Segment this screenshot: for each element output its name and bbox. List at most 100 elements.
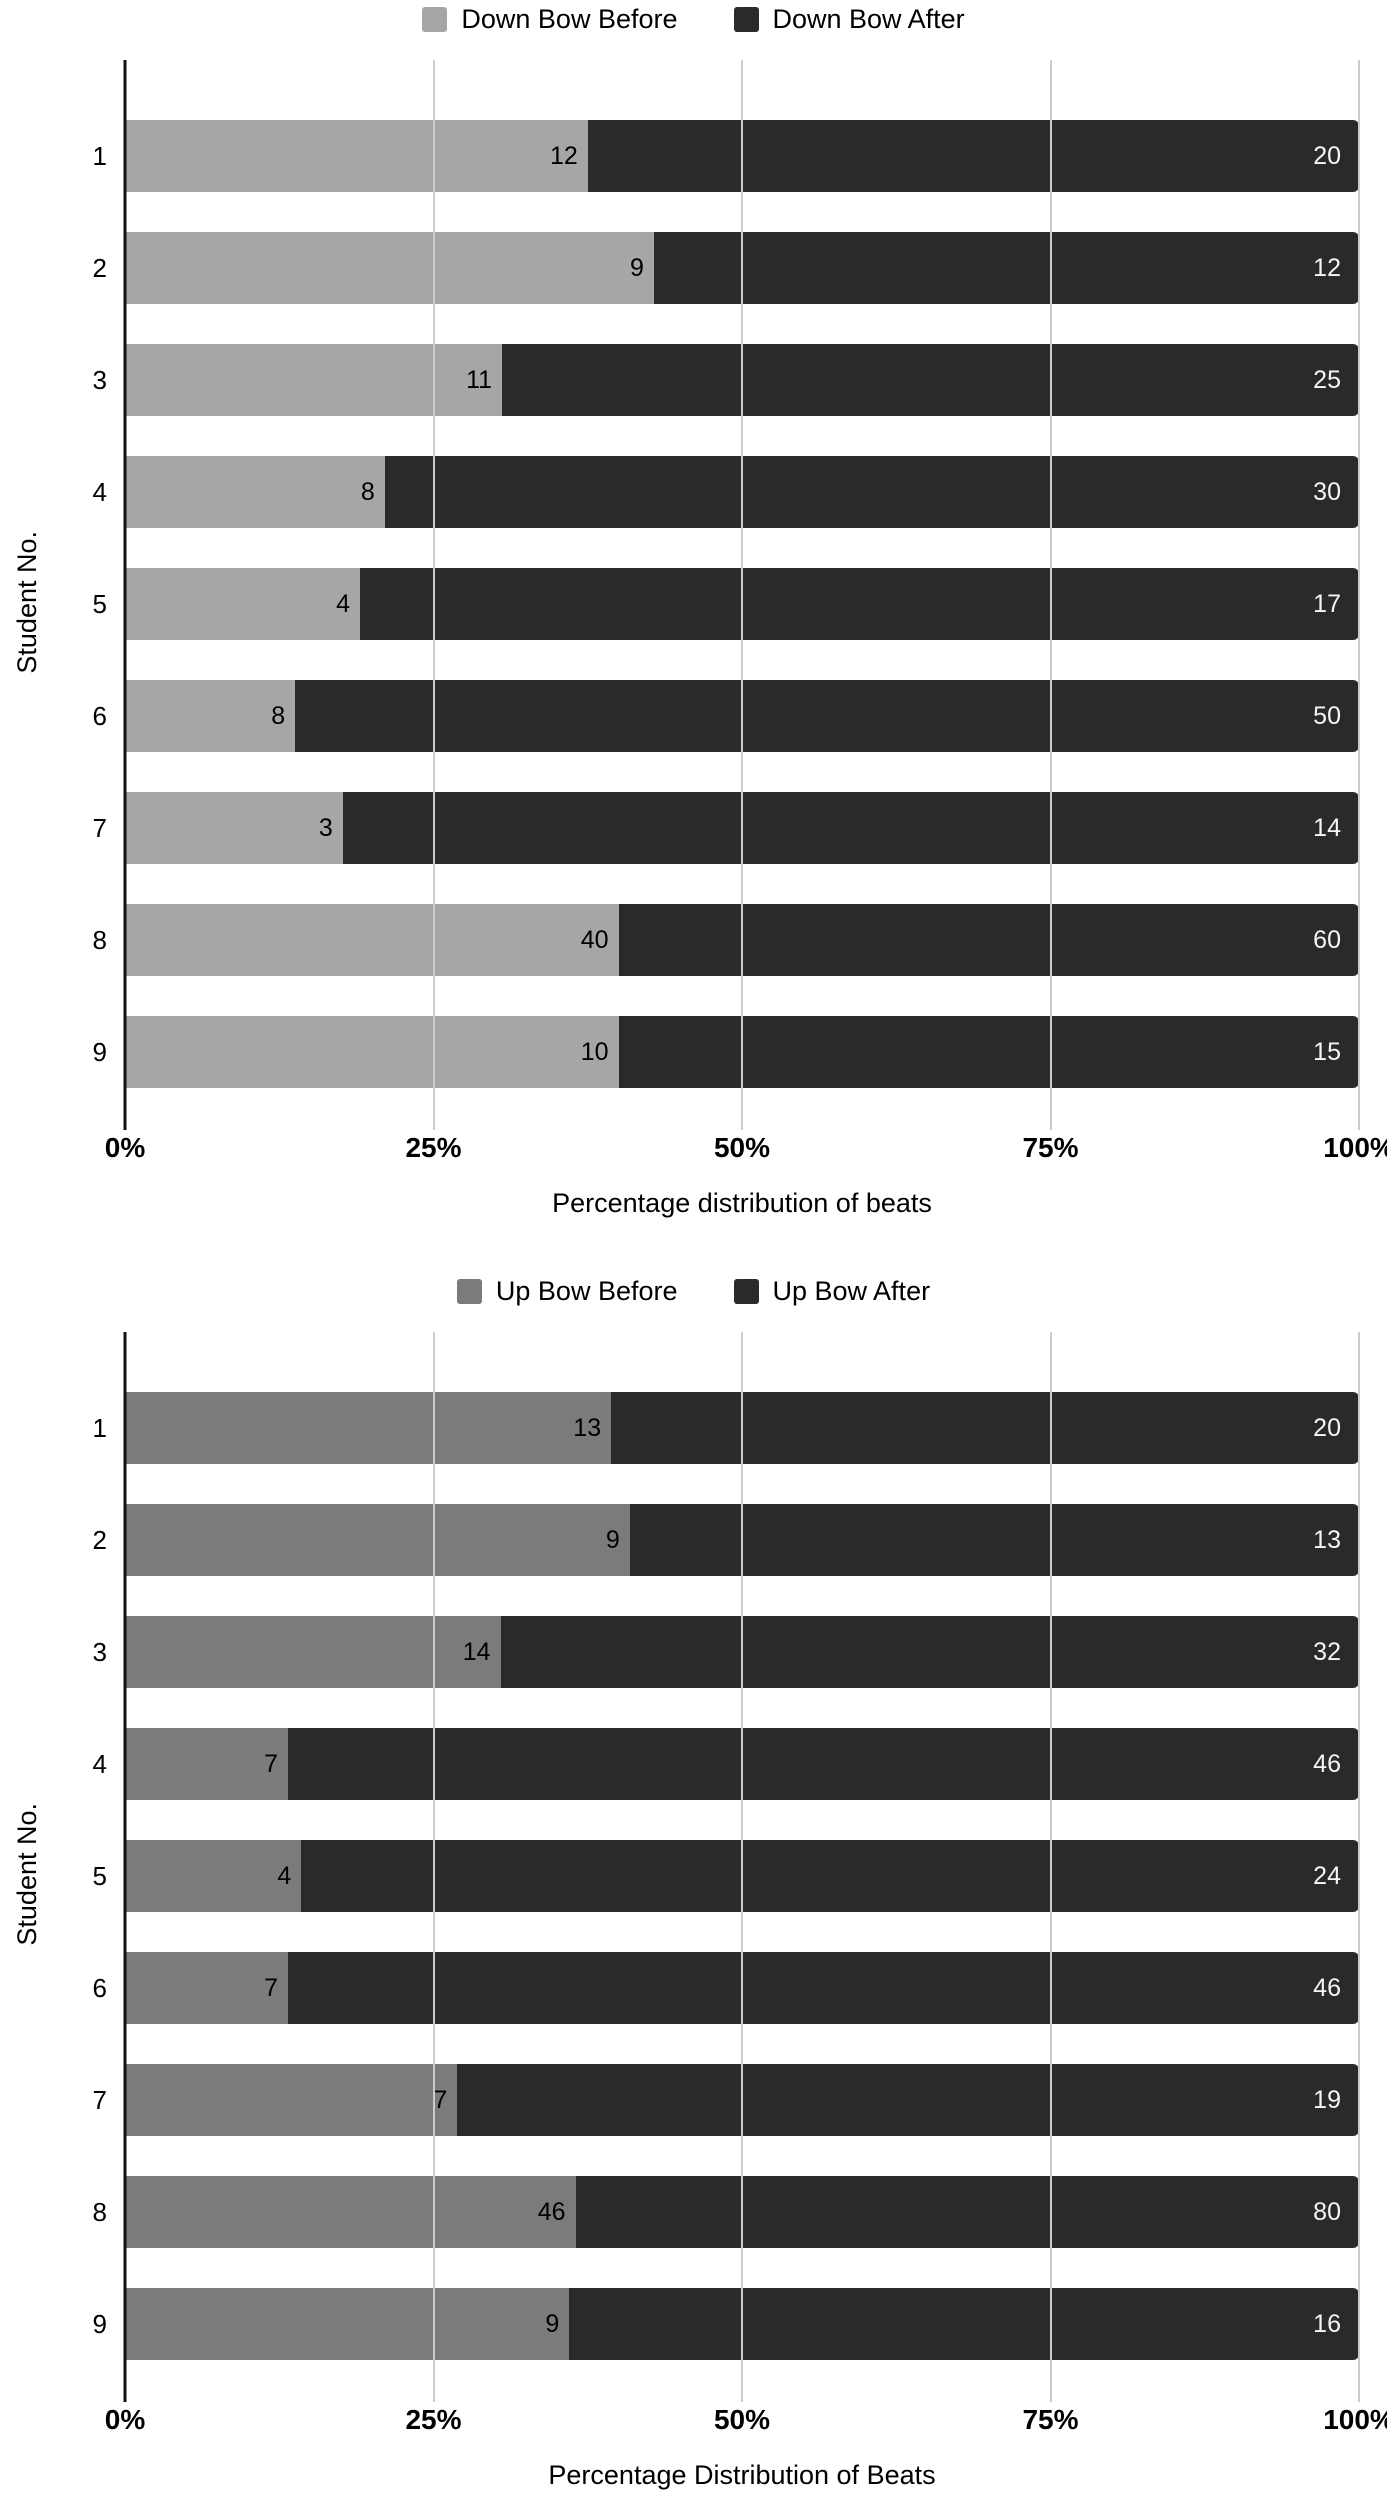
bar-value-before: 4: [336, 589, 351, 618]
legend: Down Bow Before Down Bow After: [0, 2, 1387, 36]
bar-track: 9 13: [125, 1504, 1359, 1576]
plot-wrap: Student No. 1 12 20 2 9 12 3 11 25 4 8 30 5 4 17 6 8 50 7 3…: [12, 60, 1387, 1220]
bar-value-after: 20: [1313, 1413, 1341, 1442]
bar-value-before: 40: [580, 925, 609, 954]
bar-row: 9 9 16: [93, 2268, 1359, 2380]
bar-track: 46 80: [125, 2176, 1359, 2248]
bar-segment-before: 7: [125, 1728, 288, 1800]
bar-rows: 1 13 20 2 9 13 3 14 32 4 7 46 5 4 24 6 7 46 7 7 19 8 46 80 9 9 16: [93, 1372, 1359, 2380]
bar-segment-after: 15: [618, 1016, 1359, 1088]
bar-row: 5 4 24: [93, 1820, 1359, 1932]
bar-row: 4 7 46: [93, 1708, 1359, 1820]
category-label: 4: [92, 1749, 107, 1779]
plot-wrap: Student No. 1 13 20 2 9 13 3 14 32 4 7 46 5 4 24 6 7 46 7 7…: [12, 1332, 1387, 2492]
gridline: [1358, 1332, 1360, 2402]
bar-value-after: 50: [1313, 701, 1341, 730]
legend-item: Up Bow Before: [456, 1276, 678, 1307]
bar-segment-before: 40: [125, 904, 619, 976]
bar-value-after: 32: [1313, 1637, 1341, 1666]
bar-row: 3 11 25: [93, 324, 1359, 436]
category-label: 8: [92, 2197, 107, 2227]
bar-segment-before: 3: [125, 792, 343, 864]
bar-row: 2 9 13: [93, 1484, 1359, 1596]
bar-segment-before: 8: [125, 456, 385, 528]
bar-value-before: 7: [433, 2085, 448, 2114]
gridline: [1049, 1332, 1052, 2402]
category-label: 1: [92, 141, 107, 171]
x-tick-label: 0%: [104, 1132, 146, 1163]
x-tick-label: 25%: [405, 1132, 462, 1163]
bar-track: 7 46: [125, 1952, 1359, 2024]
bar-value-before: 4: [277, 1861, 292, 1890]
bar-track: 9 12: [125, 232, 1359, 304]
bar-segment-before: 10: [125, 1016, 619, 1088]
bar-value-after: 16: [1313, 2309, 1341, 2338]
bar-value-after: 24: [1313, 1861, 1341, 1890]
y-axis-line: [123, 60, 127, 1130]
bar-row: 7 7 19: [93, 2044, 1359, 2156]
legend-label: Down Bow After: [772, 3, 965, 34]
bar-segment-after: 46: [287, 1952, 1359, 2024]
category-label: 2: [92, 1525, 107, 1555]
legend-swatch: [422, 6, 448, 32]
legend-label: Down Bow Before: [461, 3, 678, 34]
legend-swatch: [456, 1278, 482, 1304]
category-label: 7: [92, 2085, 107, 2115]
bar-value-after: 13: [1313, 1525, 1341, 1554]
bar-row: 8 46 80: [93, 2156, 1359, 2268]
bar-value-after: 46: [1313, 1973, 1341, 2002]
category-label: 5: [92, 589, 107, 619]
bar-row: 7 3 14: [93, 772, 1359, 884]
down-bow-chart: Down Bow Before Down Bow After Student No…: [0, 2, 1387, 1220]
gridline: [432, 60, 435, 1130]
bar-segment-after: 24: [301, 1840, 1359, 1912]
bar-value-after: 30: [1313, 477, 1341, 506]
bar-row: 6 7 46: [93, 1932, 1359, 2044]
bar-segment-before: 8: [125, 680, 296, 752]
gridline: [1049, 60, 1052, 1130]
bar-segment-before: 9: [125, 1504, 630, 1576]
bar-rows: 1 12 20 2 9 12 3 11 25 4 8 30 5 4 17 6 8 50 7 3 14 8 40 60 9 10 15: [93, 100, 1359, 1108]
bar-value-before: 7: [264, 1749, 278, 1778]
category-label: 3: [92, 365, 107, 395]
bar-segment-after: 80: [575, 2176, 1359, 2248]
category-label: 9: [92, 2309, 107, 2339]
x-tick-label: 75%: [1022, 2404, 1079, 2435]
bar-segment-before: 9: [125, 232, 654, 304]
x-tick-label: 0%: [104, 2404, 146, 2435]
legend-label: Up Bow After: [772, 1275, 931, 1306]
bar-value-after: 25: [1313, 365, 1341, 394]
plot-area: 1 13 20 2 9 13 3 14 32 4 7 46 5 4 24 6 7 46 7 7 19 8 46 80 9 9 16: [93, 1332, 1360, 2402]
bar-segment-before: 13: [125, 1392, 612, 1464]
legend-item: Down Bow After: [733, 3, 965, 35]
bar-segment-before: 46: [125, 2176, 576, 2248]
bar-value-before: 46: [537, 2197, 566, 2226]
legend: Up Bow Before Up Bow After: [0, 1274, 1387, 1308]
bar-segment-after: 46: [287, 1728, 1359, 1800]
bar-segment-after: 50: [295, 680, 1359, 752]
bar-track: 3 14: [125, 792, 1359, 864]
bar-value-after: 46: [1313, 1749, 1341, 1778]
bar-value-before: 10: [580, 1037, 609, 1066]
bar-value-before: 3: [318, 813, 333, 842]
bar-segment-after: 12: [653, 232, 1359, 304]
bar-value-before: 13: [573, 1413, 602, 1442]
bar-value-before: 9: [545, 2309, 560, 2338]
bar-value-after: 17: [1313, 589, 1341, 618]
bar-value-before: 14: [462, 1637, 491, 1666]
category-label: 4: [92, 477, 107, 507]
category-label: 3: [92, 1637, 107, 1667]
bar-segment-before: 4: [125, 1840, 302, 1912]
x-tick-label: 75%: [1022, 1132, 1079, 1163]
bar-row: 2 9 12: [93, 212, 1359, 324]
bar-segment-after: 17: [360, 568, 1359, 640]
bar-value-before: 7: [264, 1973, 278, 2002]
bar-track: 7 19: [125, 2064, 1359, 2136]
bar-track: 4 24: [125, 1840, 1359, 1912]
bar-segment-after: 20: [587, 120, 1359, 192]
x-tick-label: 25%: [405, 2404, 462, 2435]
x-tick-label: 50%: [713, 2404, 771, 2435]
gridline: [741, 60, 743, 1130]
